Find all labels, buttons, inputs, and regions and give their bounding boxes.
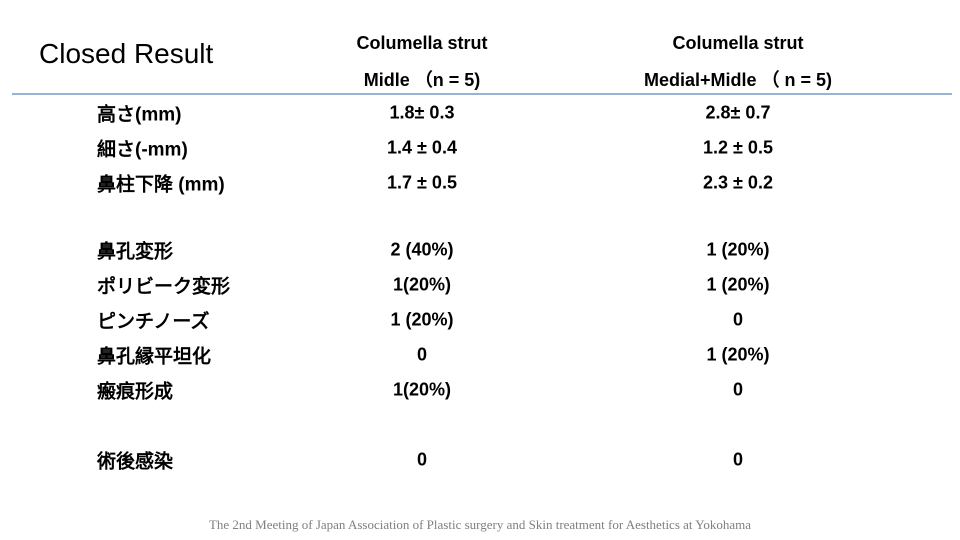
cell-value: 0 [416, 344, 428, 365]
cell-value: 2.3 ± 0.2 [703, 172, 773, 193]
cell-value: 1 (20%) [390, 309, 454, 330]
cell-value: 1 (20%) [706, 274, 770, 295]
row-label: 瘢痕形成 [97, 381, 174, 403]
column-header: Columella strut [672, 33, 804, 53]
cell-value: 1(20%) [392, 379, 452, 400]
cell-value: 1.2 ± 0.5 [703, 137, 773, 158]
header-rule [12, 93, 952, 95]
cell-value: 2 (40%) [390, 239, 454, 260]
cell-value: 1(20%) [392, 274, 452, 295]
row-label: ポリビーク変形 [97, 276, 231, 298]
cell-value: 1.4 ± 0.4 [387, 137, 457, 158]
column-header: Midle （n = 5) [363, 70, 481, 90]
row-label: 術後感染 [97, 451, 174, 473]
row-label: 細さ(-mm) [97, 139, 188, 161]
column-header: Columella strut [356, 33, 488, 53]
row-label: 鼻孔縁平坦化 [97, 346, 212, 368]
cell-value: 1 (20%) [706, 239, 770, 260]
cell-value: 0 [416, 449, 428, 470]
cell-value: 0 [732, 309, 744, 330]
cell-value: 0 [732, 379, 744, 400]
column-header: Medial+Midle （ n = 5) [643, 70, 833, 90]
row-label: 鼻孔変形 [97, 241, 174, 263]
cell-value: 2.8± 0.7 [705, 102, 771, 123]
cell-value: 1 (20%) [706, 344, 770, 365]
slide-title: Closed Result [39, 38, 214, 69]
row-label: 鼻柱下降 (mm) [97, 174, 225, 196]
cell-value: 1.8± 0.3 [389, 102, 455, 123]
footer: The 2nd Meeting of Japan Association of … [208, 517, 752, 532]
row-label: ピンチノーズ [97, 311, 210, 333]
cell-value: 0 [732, 449, 744, 470]
row-label: 高さ(mm) [97, 104, 182, 126]
cell-value: 1.7 ± 0.5 [387, 172, 457, 193]
